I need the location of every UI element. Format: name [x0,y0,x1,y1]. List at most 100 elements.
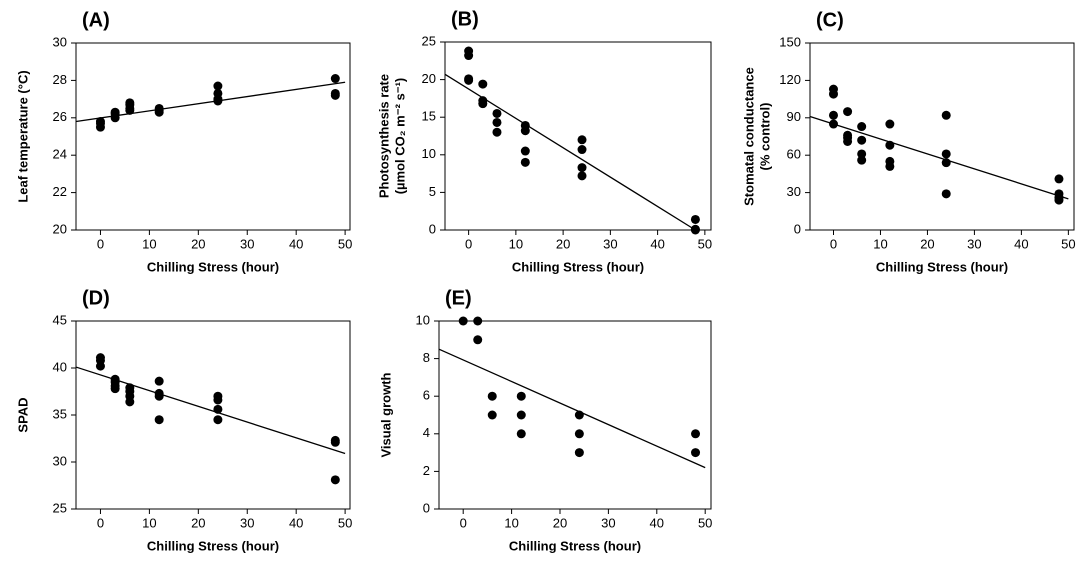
regression-line [438,348,706,469]
plot-frame [438,320,712,510]
y-tick-label: 6 [423,388,430,403]
data-point [577,135,587,145]
data-point [330,437,340,447]
data-point [690,214,700,224]
x-axis-label: Chilling Stress (hour) [147,259,279,274]
data-point [492,117,502,127]
data-point [516,410,526,420]
y-tick-label: 10 [416,312,430,327]
data-point [154,103,164,113]
x-tick-label: 30 [603,236,617,251]
x-tick-label: 0 [97,236,104,251]
data-point [110,107,120,117]
x-tick-label: 10 [873,236,887,251]
data-point [487,391,497,401]
y-tick-label: 28 [53,72,67,87]
data-point [577,145,587,155]
y-axis-label: Leaf temperature (°C) [15,70,30,202]
y-tick-label: 4 [423,425,430,440]
data-point [213,88,223,98]
x-tick-label: 40 [289,515,303,530]
y-tick-label: 30 [787,184,801,199]
data-point [828,119,838,129]
data-point [464,51,474,61]
data-point [577,163,587,173]
data-point [95,117,105,127]
data-point [691,448,701,458]
data-point [885,119,895,129]
panel-title: (D) [82,287,110,309]
x-tick-label: 20 [553,515,567,530]
y-tick-label: 40 [53,359,67,374]
data-point [828,89,838,99]
x-tick-label: 10 [509,236,523,251]
x-axis-label: Chilling Stress (hour) [512,259,644,274]
data-point [690,225,700,235]
y-tick-label: 20 [422,71,436,86]
data-point [213,415,223,425]
x-axis-label: Chilling Stress (hour) [876,259,1008,274]
y-tick-label: 10 [422,146,436,161]
x-tick-label: 0 [460,515,467,530]
data-point [520,146,530,156]
x-tick-label: 20 [556,236,570,251]
x-tick-label: 50 [338,236,352,251]
data-point [574,429,584,439]
data-point [464,75,474,85]
y-tick-label: 8 [423,350,430,365]
data-point [110,384,120,394]
data-point [213,395,223,405]
y-tick-label: 24 [53,147,67,162]
data-point [458,316,468,326]
data-point [574,448,584,458]
y-tick-label: 90 [787,109,801,124]
data-point [516,429,526,439]
x-tick-label: 30 [240,515,254,530]
data-point [941,158,951,168]
x-tick-label: 50 [338,515,352,530]
y-tick-label: 45 [53,312,67,327]
data-point [154,415,164,425]
data-point [516,391,526,401]
data-point [154,376,164,386]
x-tick-label: 30 [601,515,615,530]
data-point [857,122,867,132]
y-tick-label: 26 [53,109,67,124]
x-tick-label: 10 [504,515,518,530]
data-point [125,98,135,108]
data-point [885,140,895,150]
data-point [492,127,502,137]
data-point [95,361,105,371]
plot-frame [444,41,712,231]
panel-title: (E) [445,287,472,309]
x-tick-label: 20 [191,236,205,251]
data-point [213,81,223,91]
x-tick-label: 30 [967,236,981,251]
y-tick-label: 2 [423,463,430,478]
regression-line [75,366,346,455]
y-axis-label: Visual growth [378,372,393,457]
y-axis-label: Stomatal conductance [741,67,756,206]
y-axis-label: Photosynthesis rate [376,74,391,198]
y-tick-label: 25 [53,500,67,515]
x-tick-label: 10 [142,236,156,251]
x-tick-label: 0 [830,236,837,251]
data-point [330,74,340,84]
plot-frame [75,42,351,231]
data-point [520,157,530,167]
data-point [857,155,867,165]
data-point [577,171,587,181]
y-axis-label: (µmol CO₂ m⁻² s⁻¹) [392,78,407,195]
y-axis-label: (% control) [757,103,772,171]
x-axis-label: Chilling Stress (hour) [147,538,279,553]
x-tick-label: 0 [465,236,472,251]
y-tick-label: 0 [429,221,436,236]
y-tick-label: 25 [422,33,436,48]
regression-line [75,81,346,123]
data-point [492,108,502,118]
x-tick-label: 40 [650,236,664,251]
data-point [330,475,340,485]
y-tick-label: 120 [779,72,801,87]
panel-title: (C) [816,9,844,31]
